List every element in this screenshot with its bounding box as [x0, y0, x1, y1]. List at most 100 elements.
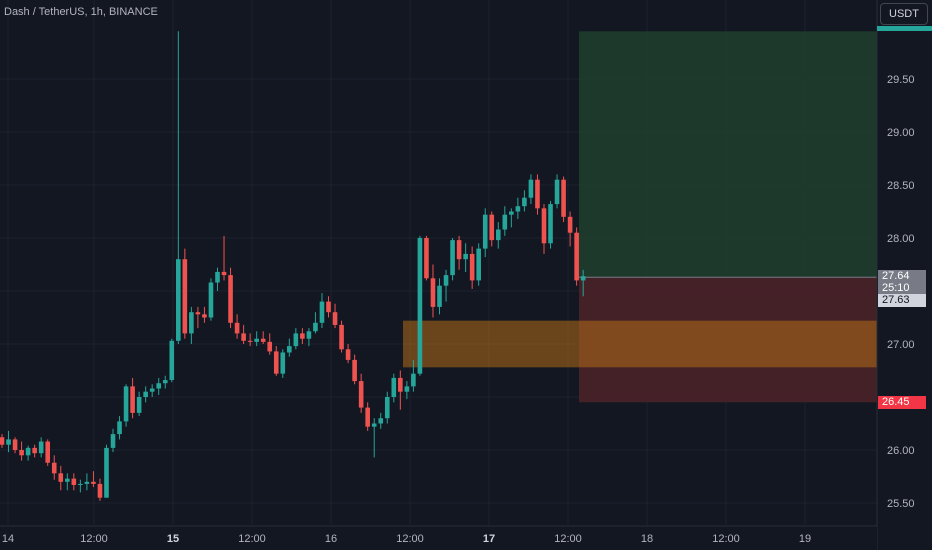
candle-body [189, 312, 194, 334]
candle [554, 174, 560, 209]
candle-body [495, 229, 501, 241]
candle [71, 473, 77, 491]
currency-button[interactable]: USDT [880, 3, 928, 25]
profit-zone[interactable] [579, 31, 877, 278]
candle [319, 293, 325, 329]
candle [182, 248, 188, 339]
candle [247, 333, 253, 347]
candle [149, 384, 155, 397]
candle-body [241, 333, 246, 341]
candle-body [482, 214, 488, 249]
candle [515, 197, 521, 219]
candle-body [371, 423, 377, 427]
candle-body [345, 349, 351, 360]
candle-body [12, 439, 18, 450]
candle-body [84, 481, 90, 484]
candle-body [358, 381, 364, 408]
candle [522, 190, 527, 212]
candle-body [430, 278, 436, 307]
candle-body [443, 275, 449, 286]
time-axis[interactable] [0, 526, 877, 550]
candle [234, 314, 240, 339]
candle [411, 359, 416, 392]
candle [143, 386, 148, 403]
candle-body [293, 333, 299, 347]
candle-body [176, 259, 181, 341]
candle [345, 344, 351, 364]
candle [117, 416, 122, 440]
candle-body [574, 232, 579, 281]
candle [469, 246, 475, 289]
candle [450, 238, 455, 281]
candle-body [195, 312, 201, 315]
candle [443, 269, 449, 302]
candle [65, 473, 70, 491]
candle [502, 206, 508, 236]
candle [130, 377, 135, 419]
candle [437, 278, 442, 315]
candle-body [51, 462, 57, 474]
order-block-zone[interactable] [403, 320, 877, 368]
candle-body [215, 271, 220, 283]
candle [208, 278, 214, 321]
candle [430, 264, 436, 318]
candle [45, 439, 51, 466]
candle [352, 354, 357, 385]
candle [300, 328, 305, 344]
candle-body [149, 388, 155, 392]
candle-body [502, 214, 508, 230]
candle-body [352, 359, 357, 382]
time-axis-label: 12:00 [80, 533, 108, 545]
candle-body [267, 341, 273, 352]
candle [509, 208, 514, 228]
candle-body [221, 271, 227, 276]
candle-body [404, 386, 410, 392]
candle-body [541, 208, 547, 244]
candle-body [162, 380, 168, 384]
candle [535, 174, 540, 215]
candle [541, 204, 547, 254]
candle-body [234, 322, 240, 334]
candle [287, 338, 292, 357]
candle [228, 267, 233, 329]
price-axis-label: 26.00 [887, 445, 915, 457]
candle-body [0, 437, 5, 445]
candle-body [78, 483, 83, 485]
time-axis-label: 12:00 [396, 533, 424, 545]
candle [489, 211, 495, 247]
candle-body [384, 397, 390, 419]
candle-body [19, 450, 24, 456]
candle-body [424, 238, 429, 279]
price-axis-label: 29.00 [887, 127, 915, 139]
candle-body [110, 434, 116, 448]
candle [221, 235, 227, 281]
candle-body [378, 418, 384, 424]
candle-body [411, 373, 416, 387]
candle [19, 441, 24, 461]
candle-body [280, 352, 286, 374]
candle-body [391, 377, 397, 397]
candle-body [580, 276, 586, 281]
candle [51, 455, 57, 480]
candle [136, 391, 142, 417]
candle [91, 471, 96, 488]
candle [306, 328, 312, 347]
candle-body [489, 214, 495, 241]
candle [189, 306, 194, 344]
candle [580, 269, 586, 297]
candle-body [6, 439, 11, 445]
candle [528, 174, 534, 205]
candle [313, 312, 318, 334]
candle [260, 331, 266, 344]
candle [0, 434, 5, 448]
candle-body [130, 386, 135, 413]
target-price-tag [877, 26, 932, 31]
time-axis-label: 14 [2, 533, 14, 545]
price-axis-label: 28.00 [887, 233, 915, 245]
candle [561, 176, 566, 223]
candle-body [522, 197, 527, 207]
candle-body [365, 407, 370, 427]
candle-body [567, 216, 573, 233]
price-axis-label: 27.00 [887, 339, 915, 351]
